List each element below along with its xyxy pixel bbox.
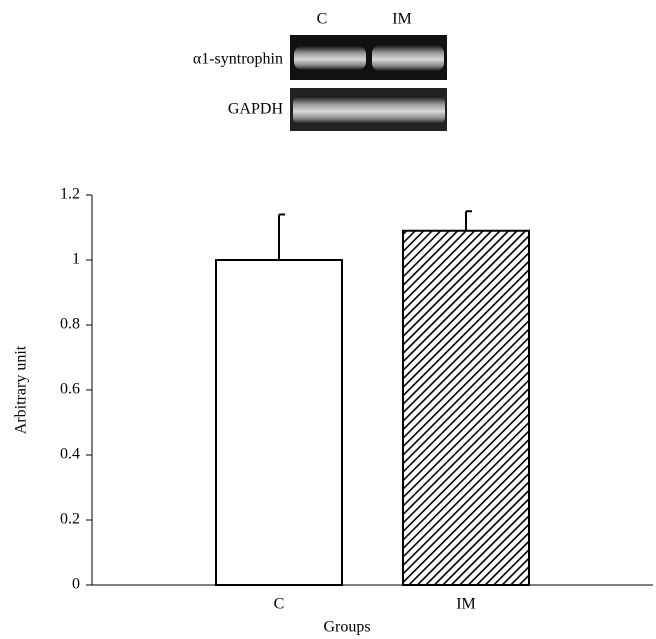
y-tick-label: 1 [72,251,80,268]
y-tick-label: 1.2 [60,186,80,203]
bar [216,260,342,585]
y-tick-label: 0.8 [60,316,80,333]
y-axis-label: Arbitrary unit [13,345,30,434]
lane-label: C [317,11,328,28]
x-axis-label: Groups [323,619,370,636]
y-tick-label: 0.2 [60,511,80,528]
y-tick-label: 0.4 [60,446,80,463]
bar [403,231,529,585]
blot-image [290,35,447,131]
y-tick-label: 0 [72,576,80,593]
row-label: α1-syntrophin [193,51,283,68]
row-label: GAPDH [228,101,284,118]
x-tick-label: C [274,596,285,613]
x-tick-label: IM [456,596,476,613]
figure: C IM α1-syntrophin GAPDH Groups Arbitrar… [0,0,656,639]
lane-label: IM [392,11,412,28]
y-tick-label: 0.6 [60,381,80,398]
